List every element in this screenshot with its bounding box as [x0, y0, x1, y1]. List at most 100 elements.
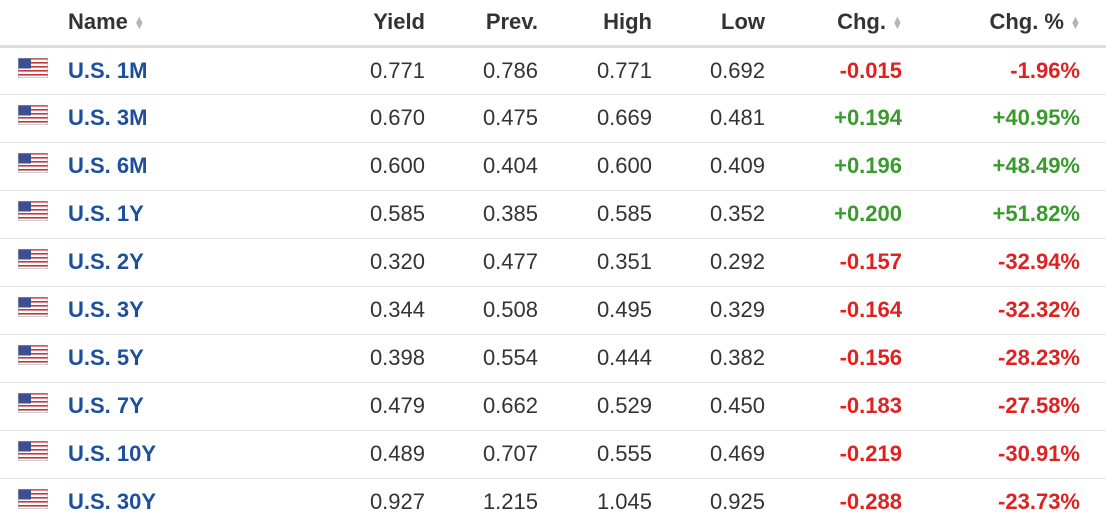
header-chg-pct-label: Chg. % [989, 9, 1064, 35]
table-row: U.S. 1M 0.771 0.786 0.771 0.692 -0.015 -1.96% [0, 46, 1106, 94]
flag-cell [0, 142, 50, 190]
prev-cell: 0.786 [482, 57, 538, 83]
flag-column-header [0, 0, 50, 48]
change-percent-cell: -23.73% [998, 489, 1080, 515]
bond-name-link[interactable]: U.S. 6M [68, 153, 148, 178]
prev-cell: 0.385 [482, 201, 538, 226]
flag-cell [0, 190, 50, 238]
change-cell: -0.156 [839, 345, 902, 370]
change-cell: -0.157 [839, 249, 902, 274]
high-cell: 0.585 [596, 201, 652, 226]
header-chg-label: Chg. [837, 9, 886, 35]
table-row: U.S. 5Y 0.398 0.554 0.444 0.382 -0.156 -28.23% [0, 334, 1106, 382]
yield-cell: 0.320 [369, 249, 425, 274]
flag-cell [0, 238, 50, 286]
prev-cell: 0.508 [482, 297, 538, 322]
table-row: U.S. 1Y 0.585 0.385 0.585 0.352 +0.200 +51.82% [0, 190, 1106, 238]
us-flag-icon [17, 344, 50, 371]
column-header-chg-pct[interactable]: Chg. % ▲ ▼ [902, 0, 1106, 48]
bond-name-link[interactable]: U.S. 5Y [68, 345, 144, 370]
column-header-high: High [538, 0, 652, 48]
high-cell: 0.555 [596, 441, 652, 466]
header-prev-label: Prev. [485, 9, 538, 35]
flag-cell [0, 478, 50, 526]
prev-cell: 0.477 [482, 249, 538, 274]
us-flag-icon [17, 104, 50, 131]
prev-cell: 0.404 [482, 153, 538, 178]
high-cell: 0.444 [596, 345, 652, 370]
us-flag-icon [17, 200, 50, 227]
bond-name-link[interactable]: U.S. 3Y [68, 297, 144, 322]
bond-name-link[interactable]: U.S. 10Y [68, 441, 157, 466]
prev-cell: 0.475 [482, 105, 538, 130]
name-cell: U.S. 6M [50, 142, 298, 190]
table-row: U.S. 6M 0.600 0.404 0.600 0.409 +0.196 +48.49% [0, 142, 1106, 190]
table-row: U.S. 2Y 0.320 0.477 0.351 0.292 -0.157 -32.94% [0, 238, 1106, 286]
yield-cell: 0.585 [369, 201, 425, 226]
change-cell: +0.200 [834, 201, 902, 226]
table-row: U.S. 30Y 0.927 1.215 1.045 0.925 -0.288 -23.73… [0, 478, 1106, 526]
change-cell: -0.015 [839, 57, 902, 83]
column-header-prev: Prev. [425, 0, 538, 48]
high-cell: 1.045 [596, 489, 652, 515]
change-cell: -0.219 [839, 441, 902, 466]
sort-icon[interactable]: ▲ ▼ [1070, 14, 1081, 33]
change-percent-cell: +48.49% [992, 153, 1080, 178]
prev-cell: 1.215 [482, 489, 538, 515]
high-cell: 0.600 [596, 153, 652, 178]
name-cell: U.S. 2Y [50, 238, 298, 286]
header-name-label: Name [68, 9, 128, 35]
prev-cell: 0.707 [482, 441, 538, 466]
high-cell: 0.529 [596, 393, 652, 418]
table-row: U.S. 10Y 0.489 0.707 0.555 0.469 -0.219 -30.91… [0, 430, 1106, 478]
yield-cell: 0.344 [369, 297, 425, 322]
column-header-low: Low [652, 0, 765, 48]
name-cell: U.S. 30Y [50, 478, 298, 526]
name-cell: U.S. 7Y [50, 382, 298, 430]
low-cell: 0.329 [709, 297, 765, 322]
change-percent-cell: -28.23% [998, 345, 1080, 370]
flag-cell [0, 430, 50, 478]
bond-name-link[interactable]: U.S. 1M [68, 57, 148, 83]
bond-name-link[interactable]: U.S. 7Y [68, 393, 144, 418]
header-high-label: High [603, 9, 652, 35]
change-percent-cell: -32.94% [998, 249, 1080, 274]
low-cell: 0.481 [709, 105, 765, 130]
bond-name-link[interactable]: U.S. 30Y [68, 489, 157, 515]
sort-icon[interactable]: ▲ ▼ [133, 14, 145, 33]
yield-cell: 0.771 [369, 57, 425, 83]
bond-name-link[interactable]: U.S. 1Y [68, 201, 144, 226]
low-cell: 0.469 [709, 441, 765, 466]
change-percent-cell: -32.32% [998, 297, 1080, 322]
low-cell: 0.382 [709, 345, 765, 370]
yield-cell: 0.670 [369, 105, 425, 130]
low-cell: 0.292 [709, 249, 765, 274]
high-cell: 0.771 [596, 57, 652, 83]
low-cell: 0.925 [709, 489, 765, 515]
table-row: U.S. 3Y 0.344 0.508 0.495 0.329 -0.164 -32.32% [0, 286, 1106, 334]
yield-cell: 0.927 [369, 489, 425, 515]
bond-name-link[interactable]: U.S. 3M [68, 105, 148, 130]
sort-icon[interactable]: ▲ ▼ [892, 14, 903, 33]
yield-cell: 0.600 [369, 153, 425, 178]
bond-name-link[interactable]: U.S. 2Y [68, 249, 144, 274]
name-cell: U.S. 10Y [50, 430, 298, 478]
flag-cell [0, 382, 50, 430]
us-flag-icon [17, 440, 50, 467]
high-cell: 0.495 [596, 297, 652, 322]
column-header-chg[interactable]: Chg. ▲ ▼ [765, 0, 903, 48]
low-cell: 0.692 [709, 57, 765, 83]
header-yield-label: Yield [373, 9, 425, 35]
prev-cell: 0.662 [482, 393, 538, 418]
us-flag-icon [17, 248, 50, 275]
flag-cell [0, 286, 50, 334]
flag-cell [0, 334, 50, 382]
name-cell: U.S. 3M [50, 94, 298, 142]
change-percent-cell: +51.82% [992, 201, 1080, 226]
column-header-name[interactable]: Name ▲ ▼ [50, 0, 298, 48]
us-flag-icon [17, 152, 50, 179]
yield-cell: 0.479 [369, 393, 425, 418]
change-percent-cell: -27.58% [998, 393, 1080, 418]
flag-cell [0, 94, 50, 142]
